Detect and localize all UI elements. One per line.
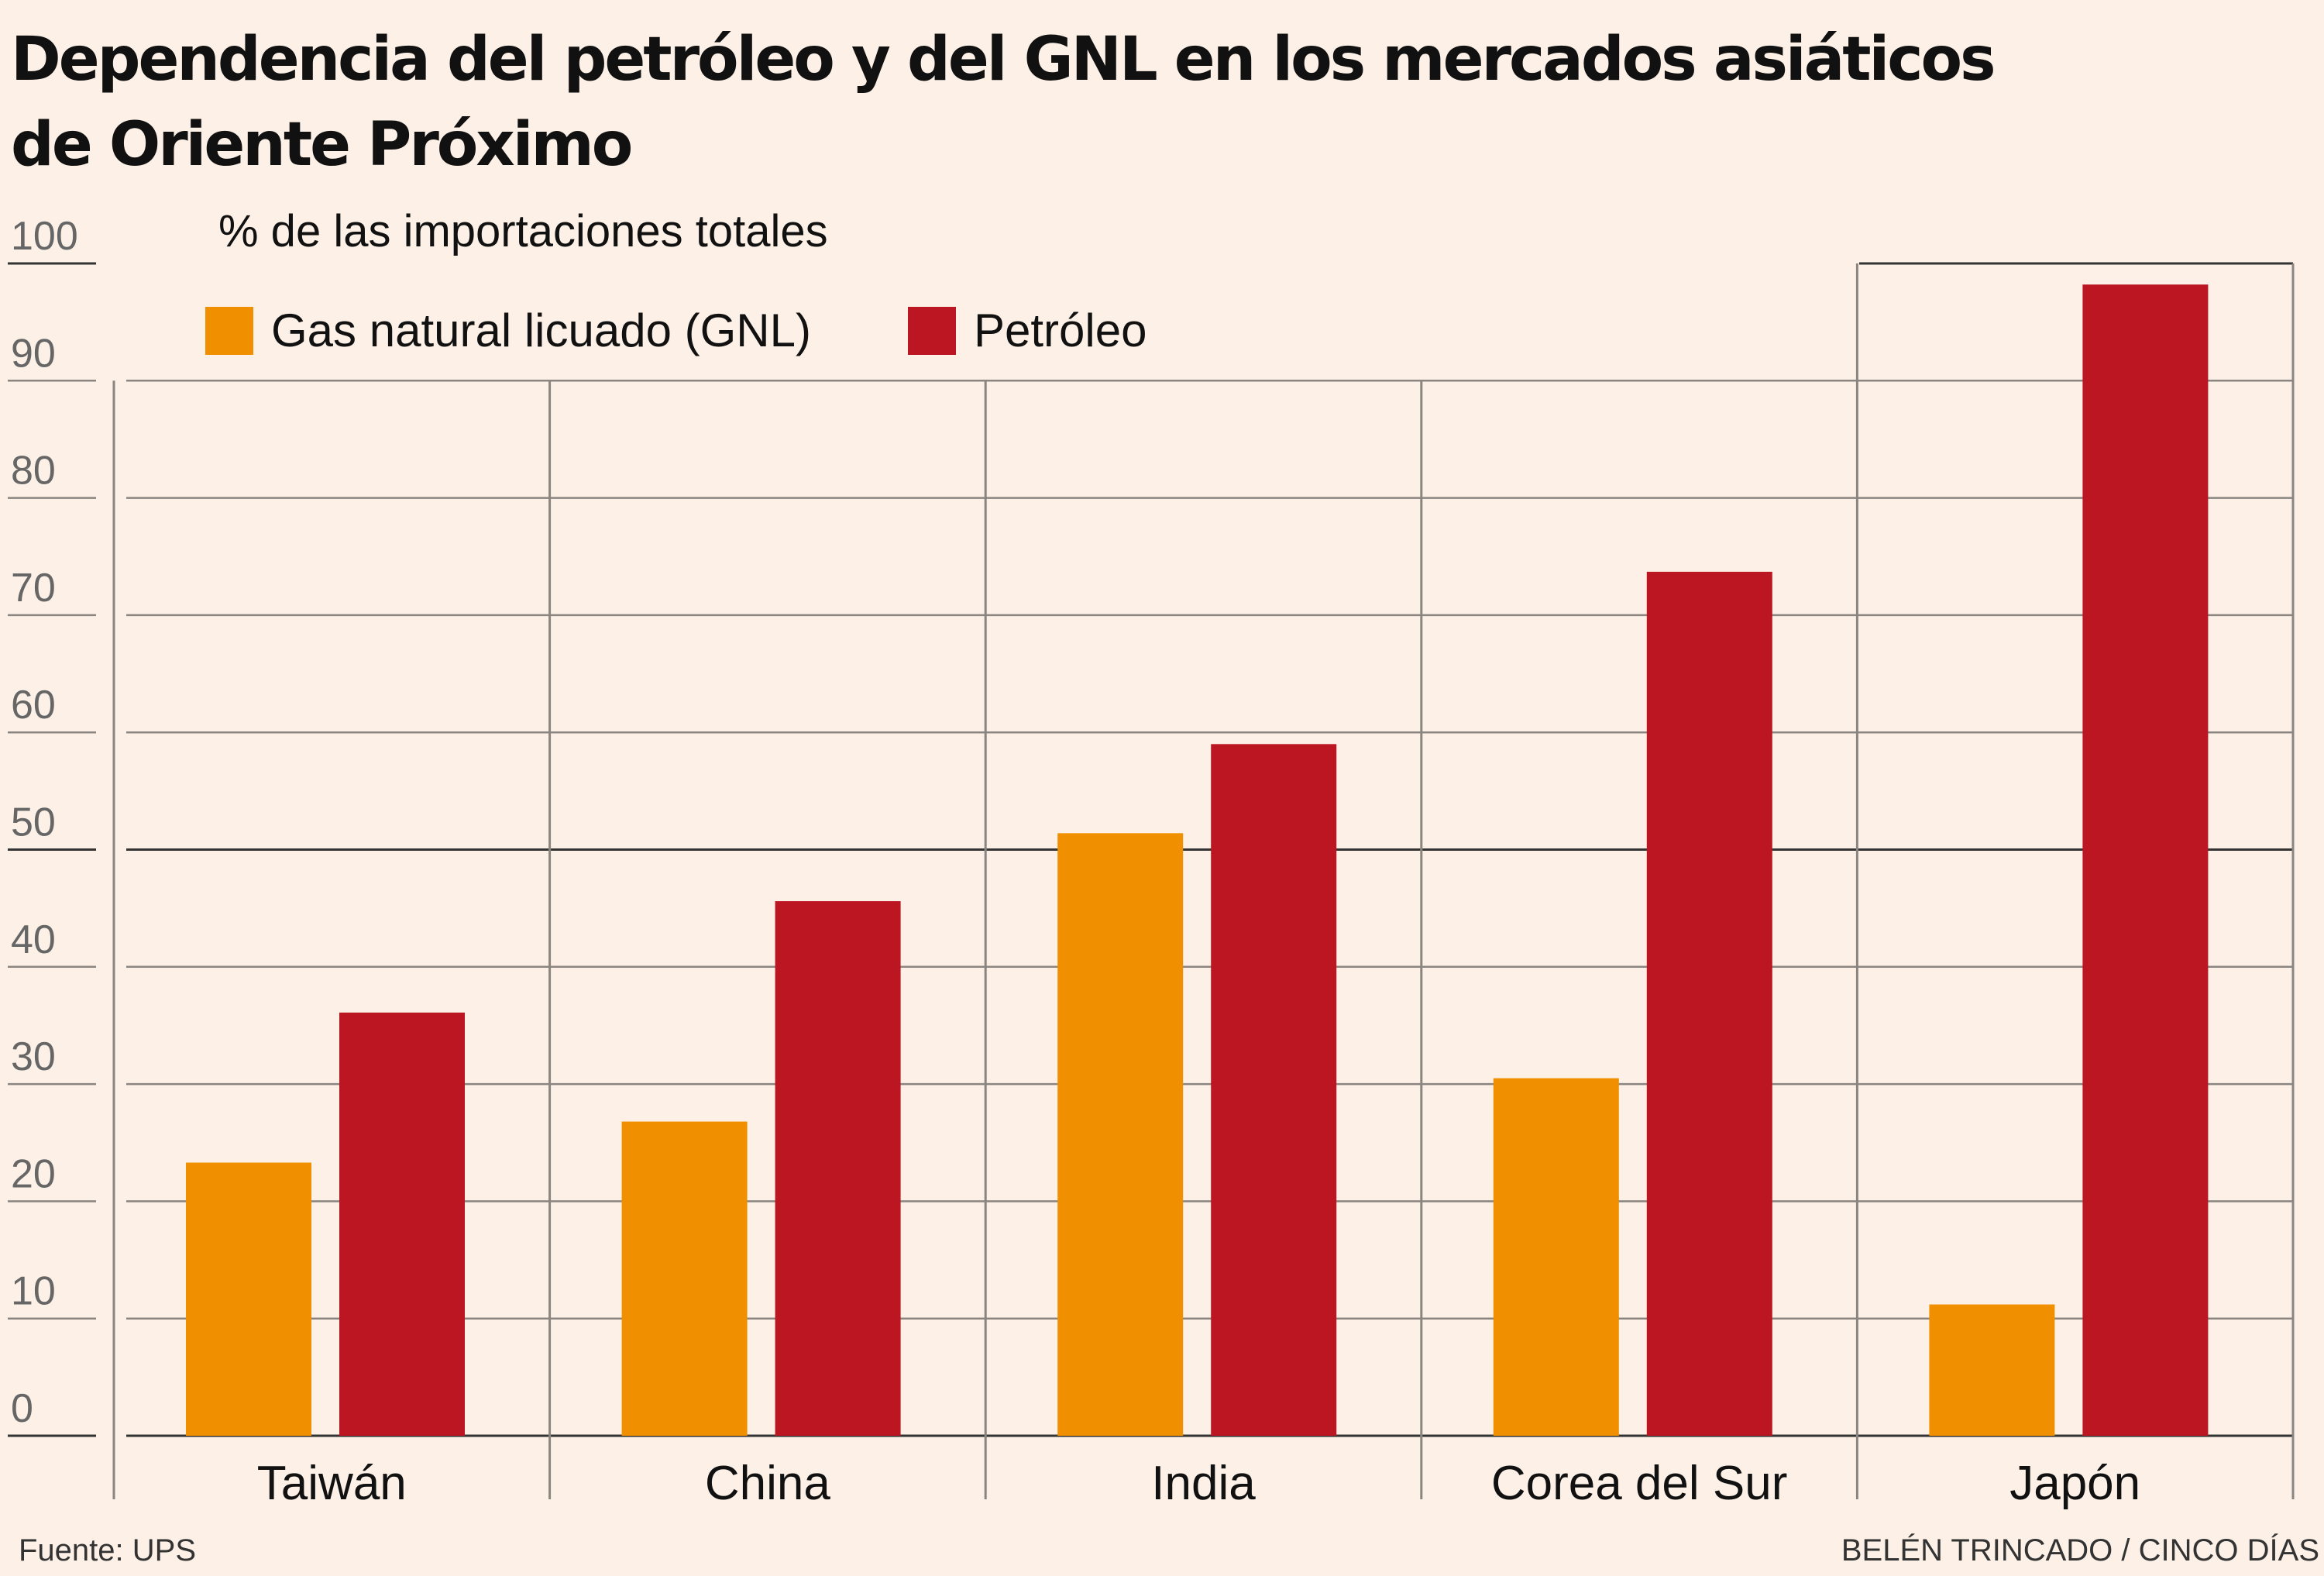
y-tick-label: 100 — [11, 214, 78, 259]
bar-petroleo-4 — [2082, 284, 2209, 1436]
y-tick-label: 20 — [11, 1151, 56, 1196]
legend-swatch — [908, 307, 956, 355]
chart-title: Dependencia del petróleo y del GNL en lo… — [11, 17, 1996, 188]
bars-layer — [186, 284, 2209, 1437]
bar-gnl-3 — [1493, 1078, 1619, 1436]
bar-gnl-1 — [621, 1121, 748, 1436]
legend-label: Petróleo — [974, 305, 1147, 356]
y-tick-label: 30 — [11, 1034, 56, 1079]
labels-layer: % de las importaciones totales 0 10 20 30 40… — [11, 206, 2140, 1510]
legend-label: Gas natural licuado (GNL) — [271, 305, 811, 356]
category-label: Corea del Sur — [1491, 1457, 1788, 1510]
grid-layer — [8, 262, 2295, 1499]
category-label: India — [1151, 1457, 1256, 1510]
bar-gnl-0 — [186, 1162, 311, 1436]
y-tick-label: 10 — [11, 1269, 56, 1314]
bar-gnl-2 — [1057, 833, 1184, 1436]
legend: Gas natural licuado (GNL) Petróleo — [205, 305, 1147, 356]
chart-title-line-2: de Oriente Próximo — [11, 110, 633, 180]
bar-petroleo-0 — [339, 1012, 465, 1436]
bar-petroleo-3 — [1646, 571, 1772, 1437]
source-note: Fuente: UPS — [19, 1533, 197, 1567]
category-label: Taiwán — [257, 1457, 407, 1510]
y-tick-label: 70 — [11, 566, 56, 611]
y-tick-label: 40 — [11, 917, 56, 962]
chart-title-line-1: Dependencia del petróleo y del GNL en lo… — [11, 25, 1996, 95]
y-tick-label: 80 — [11, 449, 56, 494]
category-label: Japón — [2009, 1457, 2140, 1510]
legend-swatch — [205, 307, 253, 355]
y-axis-label: % de las importaciones totales — [218, 206, 828, 256]
y-tick-label: 60 — [11, 683, 56, 728]
y-tick-label: 50 — [11, 800, 56, 845]
author-credit: BELÉN TRINCADO / CINCO DÍAS — [1841, 1533, 2319, 1567]
y-tick-label: 0 — [11, 1386, 33, 1431]
bar-petroleo-2 — [1211, 744, 1337, 1436]
y-tick-label: 90 — [11, 331, 56, 376]
category-label: China — [705, 1457, 831, 1510]
bar-gnl-4 — [1929, 1304, 2055, 1436]
bar-petroleo-1 — [775, 901, 901, 1436]
